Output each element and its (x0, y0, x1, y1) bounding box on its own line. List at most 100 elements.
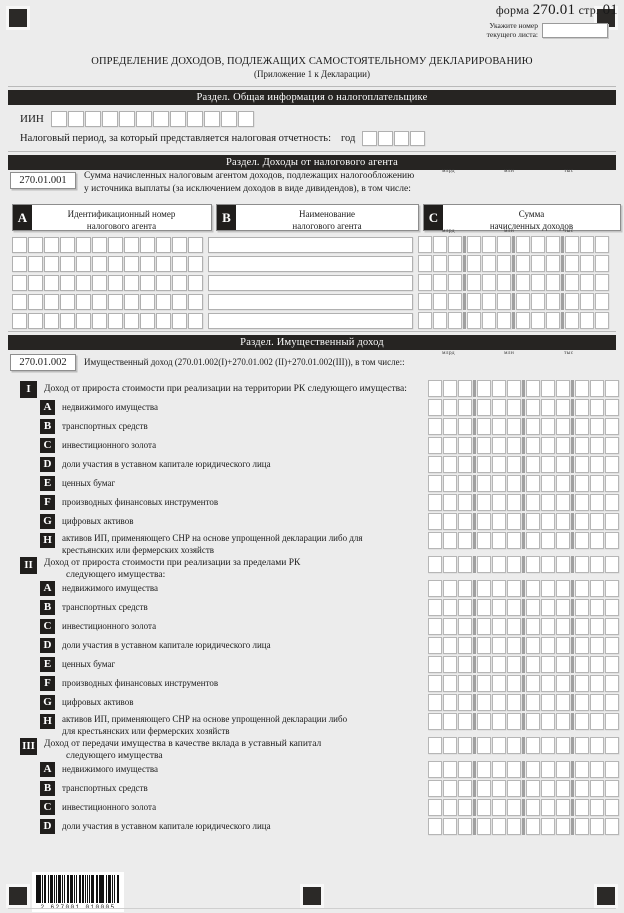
amount-cell[interactable] (458, 675, 472, 692)
amount-cell[interactable] (492, 456, 506, 473)
amount-cell[interactable] (443, 694, 457, 711)
amount-cell[interactable] (477, 556, 491, 573)
amount-input[interactable] (428, 399, 620, 416)
agent-name-input[interactable] (208, 236, 413, 253)
amount-cell[interactable] (565, 236, 579, 253)
input-cell[interactable] (188, 274, 203, 291)
amount-cell[interactable] (418, 312, 432, 329)
amount-cell[interactable] (428, 456, 442, 473)
input-cell[interactable] (12, 255, 27, 272)
amount-cell[interactable] (477, 532, 491, 549)
amount-cell[interactable] (556, 580, 570, 597)
amount-cell[interactable] (428, 418, 442, 435)
amount-input[interactable] (428, 475, 620, 492)
amount-cell[interactable] (428, 513, 442, 530)
amount-cell[interactable] (458, 532, 472, 549)
amount-cell[interactable] (526, 675, 540, 692)
amount-cell[interactable] (458, 556, 472, 573)
amount-cell[interactable] (507, 761, 521, 778)
amount-cell[interactable] (556, 818, 570, 835)
amount-cell[interactable] (492, 637, 506, 654)
amount-cell[interactable] (575, 780, 589, 797)
amount-cell[interactable] (526, 532, 540, 549)
amount-cell[interactable] (590, 694, 604, 711)
amount-cell[interactable] (590, 618, 604, 635)
input-cell[interactable] (156, 255, 171, 272)
amount-cell[interactable] (507, 532, 521, 549)
amount-cell[interactable] (556, 437, 570, 454)
amount-cell[interactable] (590, 761, 604, 778)
input-cell[interactable] (76, 312, 91, 329)
amount-cell[interactable] (556, 713, 570, 730)
amount-cell[interactable] (477, 637, 491, 654)
amount-cell[interactable] (546, 293, 560, 310)
amount-cell[interactable] (428, 818, 442, 835)
amount-cell[interactable] (556, 513, 570, 530)
amount-cell[interactable] (605, 418, 619, 435)
amount-cell[interactable] (590, 513, 604, 530)
amount-cell[interactable] (477, 737, 491, 754)
amount-input[interactable] (428, 618, 620, 635)
amount-cell[interactable] (467, 293, 481, 310)
input-cell[interactable] (124, 255, 139, 272)
input-cell[interactable] (60, 293, 75, 310)
amount-cell[interactable] (428, 599, 442, 616)
amount-cell[interactable] (526, 475, 540, 492)
amount-cell[interactable] (541, 494, 555, 511)
amount-cell[interactable] (541, 780, 555, 797)
amount-cell[interactable] (541, 818, 555, 835)
amount-cell[interactable] (443, 637, 457, 654)
amount-cell[interactable] (580, 312, 594, 329)
amount-cell[interactable] (556, 456, 570, 473)
amount-cell[interactable] (458, 818, 472, 835)
amount-cell[interactable] (467, 312, 481, 329)
amount-cell[interactable] (477, 675, 491, 692)
amount-cell[interactable] (590, 599, 604, 616)
amount-cell[interactable] (556, 494, 570, 511)
amount-cell[interactable] (526, 713, 540, 730)
amount-cell[interactable] (433, 293, 447, 310)
input-cell[interactable] (378, 131, 394, 146)
amount-cell[interactable] (443, 475, 457, 492)
amount-cell[interactable] (507, 818, 521, 835)
input-cell[interactable] (118, 111, 135, 127)
input-cell[interactable] (172, 293, 187, 310)
input-cell[interactable] (152, 111, 169, 127)
input-cell[interactable] (101, 111, 118, 127)
amount-cell[interactable] (443, 713, 457, 730)
amount-cell[interactable] (443, 737, 457, 754)
amount-cell[interactable] (526, 618, 540, 635)
amount-cell[interactable] (556, 799, 570, 816)
amount-cell[interactable] (526, 818, 540, 835)
amount-cell[interactable] (565, 312, 579, 329)
amount-cell[interactable] (595, 255, 609, 272)
input-cell[interactable] (76, 274, 91, 291)
agent-name-input[interactable] (208, 312, 413, 329)
amount-input[interactable] (428, 556, 620, 573)
amount-cell[interactable] (507, 694, 521, 711)
amount-cell[interactable] (458, 656, 472, 673)
input-cell[interactable] (188, 236, 203, 253)
amount-cell[interactable] (433, 274, 447, 291)
input-cell[interactable] (76, 293, 91, 310)
input-cell[interactable] (140, 236, 155, 253)
amount-input[interactable] (428, 532, 620, 549)
input-cell[interactable] (12, 274, 27, 291)
amount-cell[interactable] (492, 475, 506, 492)
amount-cell[interactable] (443, 818, 457, 835)
amount-cell[interactable] (526, 761, 540, 778)
amount-cell[interactable] (507, 399, 521, 416)
input-cell[interactable] (124, 312, 139, 329)
input-cell[interactable] (92, 293, 107, 310)
amount-cell[interactable] (458, 399, 472, 416)
amount-cell[interactable] (507, 418, 521, 435)
agent-amount-input[interactable] (418, 274, 610, 291)
input-cell[interactable] (108, 312, 123, 329)
amount-cell[interactable] (541, 761, 555, 778)
amount-cell[interactable] (575, 637, 589, 654)
amount-cell[interactable] (428, 694, 442, 711)
amount-cell[interactable] (507, 456, 521, 473)
amount-cell[interactable] (575, 675, 589, 692)
amount-cell[interactable] (605, 475, 619, 492)
amount-cell[interactable] (443, 618, 457, 635)
